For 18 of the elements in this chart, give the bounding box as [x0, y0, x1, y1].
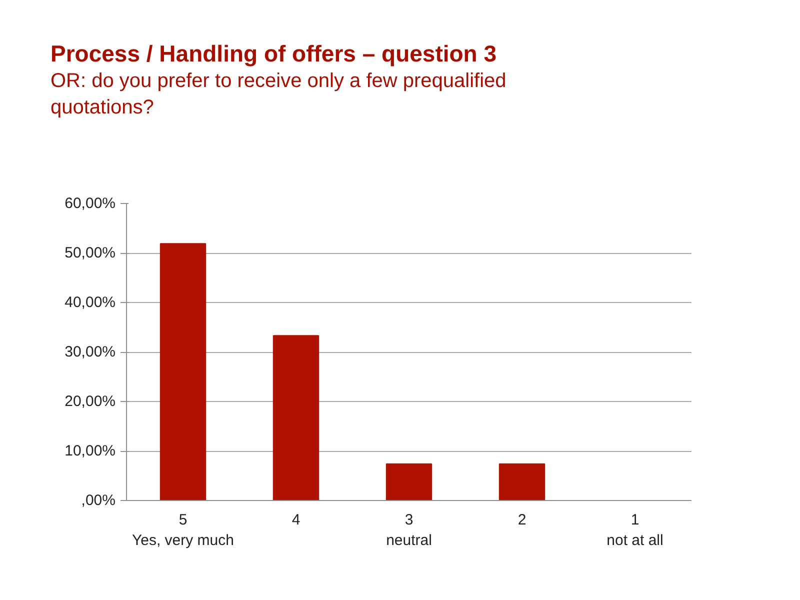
bar [498, 463, 546, 500]
y-tick-label: 30,00% [64, 344, 116, 360]
y-tick-label: ,00% [81, 492, 116, 509]
y-tick-label: 60,00% [64, 195, 116, 212]
x-tick-label: 4 [292, 512, 300, 528]
chart-subtitle: OR: do you prefer to receive only a few prequalified quotations? [50, 70, 506, 118]
bar [160, 243, 206, 500]
y-tick-label: 50,00% [64, 244, 116, 262]
bar [386, 463, 432, 500]
y-tick-label: 10,00% [64, 442, 116, 460]
y-tick-label: 20,00% [64, 393, 116, 410]
x-tick-label: 1 not at all [606, 512, 664, 549]
chart-title: Process / Handling of offers – question 3 [50, 40, 497, 66]
x-tick-label: 5 Yes, very much [132, 512, 234, 549]
x-tick-label: 2 [518, 512, 526, 528]
y-tick-label: 40,00% [64, 294, 116, 311]
bar [272, 335, 320, 500]
x-tick-label: 3 neutral [386, 512, 432, 549]
